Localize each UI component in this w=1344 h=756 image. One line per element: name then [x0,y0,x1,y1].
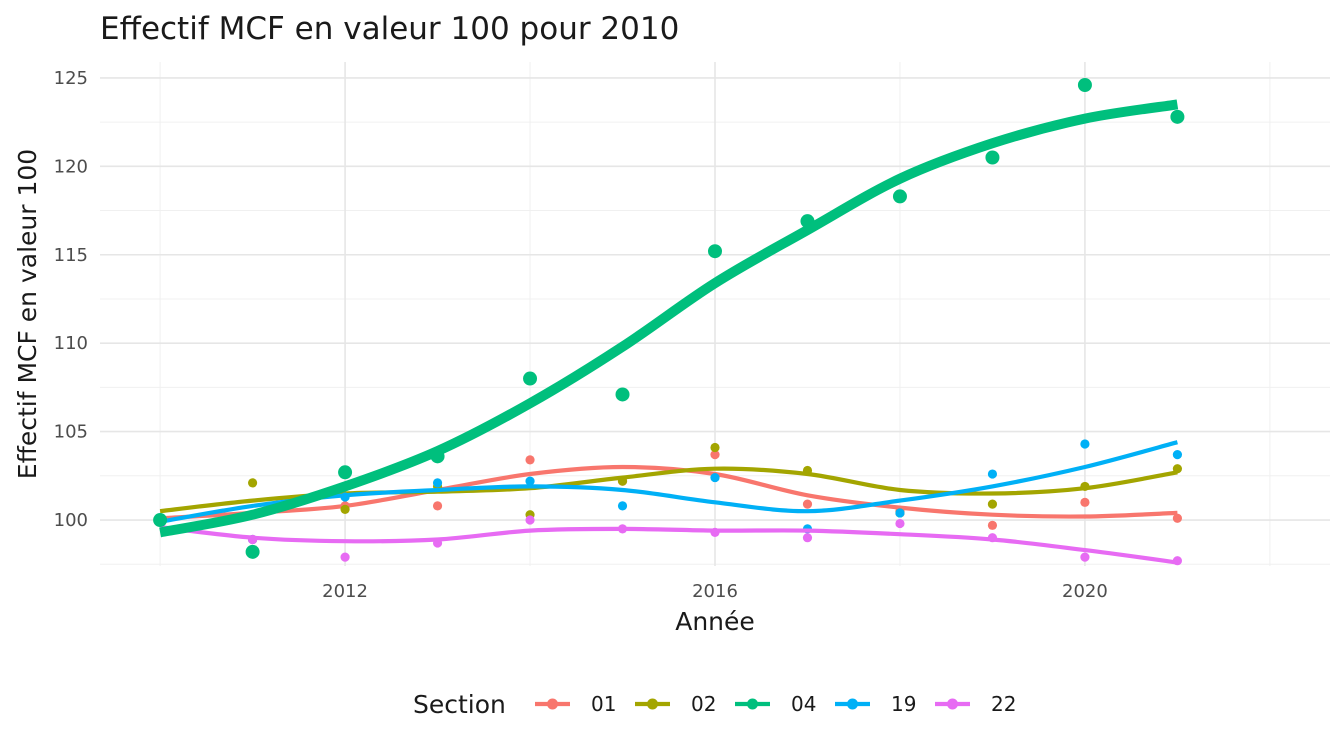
y-tick-label: 115 [54,245,88,266]
data-point-02 [340,504,350,515]
data-point-19 [987,469,998,479]
data-point-19 [432,478,443,488]
legend-key-point [547,698,558,710]
legend-label: 19 [891,692,916,716]
data-point-04 [523,371,538,386]
legend-label: 04 [791,692,816,716]
data-point-22 [802,533,813,543]
legend-item-19: 19 [835,692,916,716]
legend-item-22: 22 [935,692,1016,716]
data-point-04 [985,150,1000,165]
data-point-22 [340,552,350,562]
series-22 [155,515,1183,566]
x-tick-label: 2016 [692,581,738,602]
data-point-01 [987,520,998,530]
data-point-01 [802,499,813,509]
data-point-04 [245,544,260,559]
series-02 [155,442,1183,525]
series-layer [153,77,1185,566]
data-point-22 [525,515,535,525]
data-point-04 [615,387,630,402]
data-point-02 [710,442,720,453]
data-point-19 [710,472,720,483]
data-point-22 [1080,552,1090,562]
x-axis-title: Année [675,607,755,636]
smooth-line-04 [159,99,1179,538]
y-axis-title: Effectif MCF en valeur 100 [13,149,42,479]
legend-item-04: 04 [735,692,816,716]
legend-title: Section [413,690,506,719]
smooth-line-22 [159,525,1178,565]
y-tick-label: 110 [54,333,88,354]
y-tick-label: 120 [54,156,88,177]
x-tick-label: 2020 [1062,581,1108,602]
x-axis-ticks: 2012 2016 2020 [322,581,1108,602]
grid-major [100,62,1330,566]
legend-label: 01 [591,692,616,716]
y-tick-label: 125 [54,68,88,89]
series-04 [153,77,1185,559]
data-point-22 [895,518,905,529]
legend-label: 02 [691,692,716,716]
x-tick-label: 2012 [322,581,368,602]
legend-label: 22 [991,692,1016,716]
y-tick-label: 100 [54,510,88,531]
y-axis-ticks: 100 105 110 115 120 125 [54,68,88,531]
data-point-02 [987,499,998,509]
legend-key-point [647,698,658,710]
legend: Section 01 02 04 19 22 [413,690,1016,719]
data-point-01 [710,449,720,460]
data-point-04 [892,189,907,204]
data-point-19 [525,476,535,486]
data-point-04 [153,513,168,528]
data-point-04 [1170,109,1185,124]
data-point-01 [432,501,443,511]
legend-key-point [847,698,858,710]
data-point-02 [247,478,258,488]
data-point-04 [708,244,722,259]
smooth-line-02 [159,466,1178,514]
legend-item-01: 01 [535,692,616,716]
data-point-19 [617,501,628,511]
smooth-line-19 [159,440,1178,524]
y-tick-label: 105 [54,422,88,443]
smooth-line-01 [159,464,1178,521]
data-point-01 [1080,497,1090,507]
legend-key-point [947,698,958,710]
chart-title: Effectif MCF en valeur 100 pour 2010 [100,11,679,47]
data-point-04 [338,465,353,480]
legend-key-point [747,698,758,710]
data-point-19 [1080,439,1090,449]
data-point-19 [1172,449,1183,460]
data-point-01 [1172,513,1183,523]
data-point-01 [525,455,535,465]
data-point-04 [1077,77,1092,92]
data-point-19 [895,508,905,518]
legend-item-02: 02 [635,692,716,716]
